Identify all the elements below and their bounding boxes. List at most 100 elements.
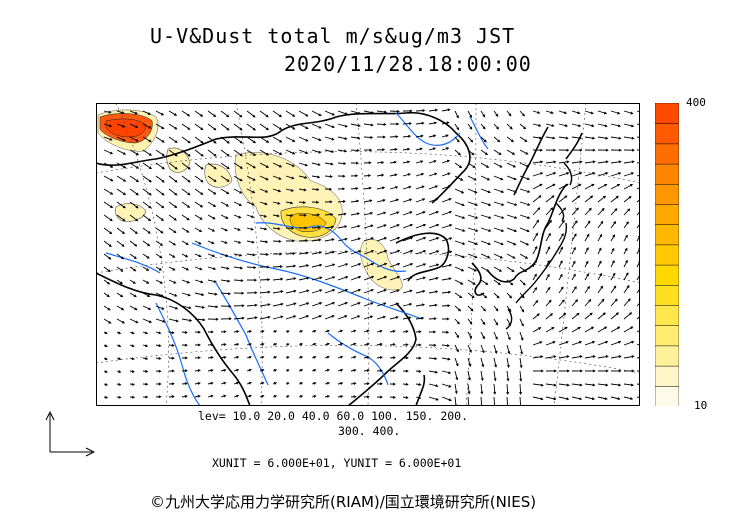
wind-arrow [116,240,125,247]
wind-arrow-head [265,240,269,244]
wind-arrow-head [174,205,178,209]
wind-arrow [272,316,283,320]
wind-arrow-head [379,369,383,373]
wind-arrow-head [186,217,190,221]
wind-arrow [454,162,462,168]
wind-arrow [155,162,165,170]
wind-arrow-head [618,172,622,175]
wind-arrow-head [540,172,544,175]
wind-arrow-head [148,205,152,209]
wind-arrow-head [456,115,459,119]
wind-arrow-head [344,124,348,128]
wind-arrow-head [210,330,214,334]
wind-arrow-head [174,293,178,297]
wind-arrow [571,299,578,307]
wind-arrow-head [280,302,284,306]
chart-datetime: 2020/11/28.18:00:00 [284,52,532,76]
wind-arrow-head [482,114,486,118]
wind-arrow-head [405,369,409,373]
wind-arrow-head [553,172,557,175]
wind-arrow-head [161,205,165,209]
wind-arrow-head [305,138,309,142]
wind-arrow [220,253,228,257]
wind-arrow-head [488,216,492,219]
wind-arrow-head [536,313,540,317]
wind-arrow [311,226,320,229]
wind-arrow-head [370,302,374,305]
wind-arrow [467,110,472,118]
wind-arrow [116,214,125,222]
wind-arrow [428,173,437,177]
wind-arrow-head [369,199,373,203]
wind-arrow [532,246,538,255]
wind-arrow [441,370,451,374]
wind-arrow [558,274,563,281]
wind-arrow [519,214,530,219]
wind-arrow [480,383,483,394]
wind-arrow-head [254,303,258,307]
wind-arrow-head [586,247,589,251]
wind-arrow-head [524,139,528,143]
wind-arrow [610,298,618,307]
wind-arrow-head [520,351,524,355]
wind-arrow [298,315,309,320]
wind-arrow [168,253,175,258]
wind-arrow [376,110,387,113]
wind-arrow-head [159,255,163,259]
wind-arrow-head [631,124,635,128]
wind-arrow-head [615,195,619,199]
wind-arrow-head [384,275,388,279]
wind-arrow-head [318,125,322,129]
wind-arrow-head [379,356,383,359]
wind-arrow-head [397,236,401,240]
wind-arrow-head [171,343,175,347]
wind-arrow [155,214,164,221]
wind-arrow-head [161,192,165,196]
colorbar-max-label: 400 [686,96,706,109]
wind-arrow-head [214,292,218,296]
wind-arrow [324,162,333,165]
wind-arrow-head [406,160,411,164]
wind-arrow-head [357,301,361,305]
wind-arrow [571,274,576,281]
wind-arrow [480,318,486,325]
wind-arrow-head [340,329,344,333]
wind-arrow [272,278,283,281]
wind-arrow-head [446,121,450,125]
wind-arrow-head [449,224,453,227]
contour-levels-line2: 300. 400. [338,424,401,438]
wind-arrow-head [252,127,256,131]
wind-arrow [298,289,309,294]
wind-arrow-head [507,351,511,355]
wind-arrow-head [449,237,453,241]
wind-arrow-head [331,314,335,318]
wind-arrow-head [405,396,409,399]
wind-arrow [597,172,608,177]
wind-arrow-head [279,139,283,143]
wind-arrow [558,341,569,346]
wind-arrow [363,302,373,307]
wind-arrow-head [291,176,295,180]
wind-arrow [623,285,630,294]
wind-arrow [506,214,517,219]
wind-arrow-head [345,288,349,292]
wind-arrow-head [539,148,543,152]
wind-arrow-head [498,152,502,156]
wind-arrow-head [160,243,164,246]
wind-arrow-head [501,216,505,219]
wind-arrow [571,110,580,114]
wind-arrow-head [539,341,543,344]
wind-arrow [389,174,397,177]
wind-arrow [194,253,201,257]
wind-arrow [584,247,589,255]
wind-arrow [571,183,581,190]
wind-arrow [103,227,112,234]
wind-arrow [623,326,633,333]
wind-arrow-head [482,322,486,326]
wind-arrow [402,224,413,229]
wind-arrow-head [173,280,177,284]
wind-arrow-head [523,126,527,130]
wind-arrow-head [146,255,150,259]
wind-arrow [220,279,230,282]
wind-arrow-head [371,262,375,266]
